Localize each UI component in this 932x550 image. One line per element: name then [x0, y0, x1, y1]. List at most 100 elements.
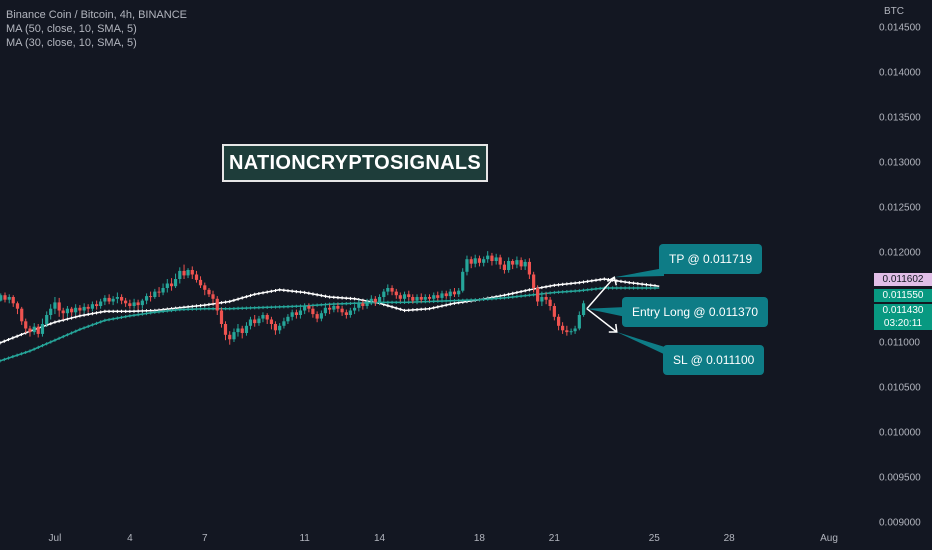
ma-30-marker: [174, 308, 178, 312]
bearish-candle: [169, 278, 174, 291]
candle-body: [352, 307, 357, 311]
sl-callout[interactable]: SL @ 0.011100: [663, 345, 765, 375]
candle-body: [561, 325, 565, 331]
candle-body: [111, 298, 115, 302]
ma-50-marker: [194, 304, 199, 308]
ma-50-marker: [128, 309, 132, 313]
candle-body: [95, 304, 99, 306]
ma-50-marker: [436, 305, 440, 309]
candle-body: [169, 283, 174, 287]
candle-body: [273, 324, 278, 331]
candle-body: [161, 288, 165, 293]
ma-50-marker: [390, 305, 394, 309]
ma-30-marker: [257, 306, 261, 310]
ma-50-marker: [394, 306, 398, 310]
bullish-candle: [352, 305, 357, 315]
ma-50-marker: [303, 290, 307, 295]
bearish-candle: [361, 300, 365, 310]
candle-body: [269, 319, 274, 324]
ma-30-marker: [182, 307, 186, 312]
candle-body: [82, 306, 86, 311]
ma-30-marker: [606, 286, 611, 290]
ma-50-marker: [444, 303, 448, 307]
ma-30-marker: [45, 342, 49, 346]
bearish-candle: [11, 295, 15, 307]
ma-50-marker: [544, 285, 548, 289]
candle-body: [357, 303, 361, 308]
ma-30-marker: [615, 286, 619, 290]
ma-50-marker: [15, 334, 19, 338]
bullish-candle: [40, 318, 45, 337]
ma-50-marker: [219, 301, 224, 305]
candle-body: [70, 308, 74, 313]
candle-body: [398, 295, 402, 299]
ma-50-marker: [502, 293, 507, 297]
bullish-candle: [486, 251, 490, 263]
candle-body: [228, 334, 232, 340]
ma-50-marker: [253, 292, 257, 296]
bearish-candle: [544, 292, 548, 305]
ma-50-marker: [448, 302, 452, 306]
entry-callout[interactable]: Entry Long @ 0.011370: [622, 297, 769, 327]
ma-30-legend: MA (30, close, 10, SMA, 5): [6, 37, 137, 49]
ma-50-marker: [82, 313, 86, 317]
candle-body: [465, 259, 469, 272]
ma-50-marker: [548, 284, 552, 288]
bearish-candle: [498, 254, 502, 270]
ma-30-marker: [19, 352, 24, 356]
ma-30-marker: [590, 287, 594, 291]
candle-body: [548, 299, 552, 306]
ma-50-marker: [53, 320, 57, 324]
bullish-candle: [357, 299, 361, 312]
ma-30-marker: [619, 286, 623, 290]
candle-body: [344, 312, 348, 315]
ma-50-marker: [190, 304, 194, 309]
bearish-candle: [307, 303, 311, 313]
candle-body: [20, 308, 24, 322]
ma-30-marker: [444, 299, 448, 303]
bullish-candle: [303, 303, 307, 315]
candle-body: [165, 283, 169, 288]
bearish-candle: [78, 305, 82, 315]
candle-body: [40, 324, 45, 334]
ma-30-marker: [211, 307, 215, 311]
bullish-candle: [386, 284, 390, 296]
bullish-candle: [248, 316, 253, 330]
ma-30-marker: [165, 309, 169, 313]
candle-body: [452, 291, 457, 295]
bullish-candle: [323, 305, 327, 316]
bearish-candle: [198, 276, 203, 288]
ma-30-marker: [265, 305, 269, 309]
bullish-candle: [186, 268, 190, 279]
tp-callout[interactable]: TP @ 0.011719: [659, 244, 763, 274]
ma-30-marker: [515, 294, 519, 299]
ma-30-marker: [194, 307, 199, 311]
candle-body: [61, 310, 65, 314]
ma-50-marker: [307, 291, 311, 295]
ma-30-marker: [631, 286, 636, 290]
ma-30-marker: [144, 311, 149, 316]
candle-body: [236, 328, 240, 333]
bullish-candle: [45, 311, 49, 327]
ma-30-marker: [577, 289, 581, 293]
x-tick-label: 7: [202, 533, 208, 544]
bearish-candle: [436, 291, 440, 301]
bullish-candle: [482, 256, 486, 267]
candle-body: [394, 291, 398, 296]
ma-30-marker: [556, 290, 561, 294]
candle-body: [486, 255, 490, 260]
ma-30-marker: [469, 298, 473, 302]
tp-arrow: [586, 276, 615, 310]
ma-50-marker: [627, 281, 631, 285]
x-tick-label: 18: [474, 533, 486, 544]
candle-body: [294, 312, 299, 315]
bearish-candle: [15, 301, 20, 315]
ma-30-marker: [552, 290, 556, 295]
ma-30-marker: [611, 286, 615, 290]
candle-body: [515, 260, 519, 265]
ma-30-marker: [452, 299, 457, 303]
ma-50-marker: [623, 280, 627, 284]
ma-30-marker: [527, 293, 531, 297]
bearish-candle: [344, 309, 348, 319]
